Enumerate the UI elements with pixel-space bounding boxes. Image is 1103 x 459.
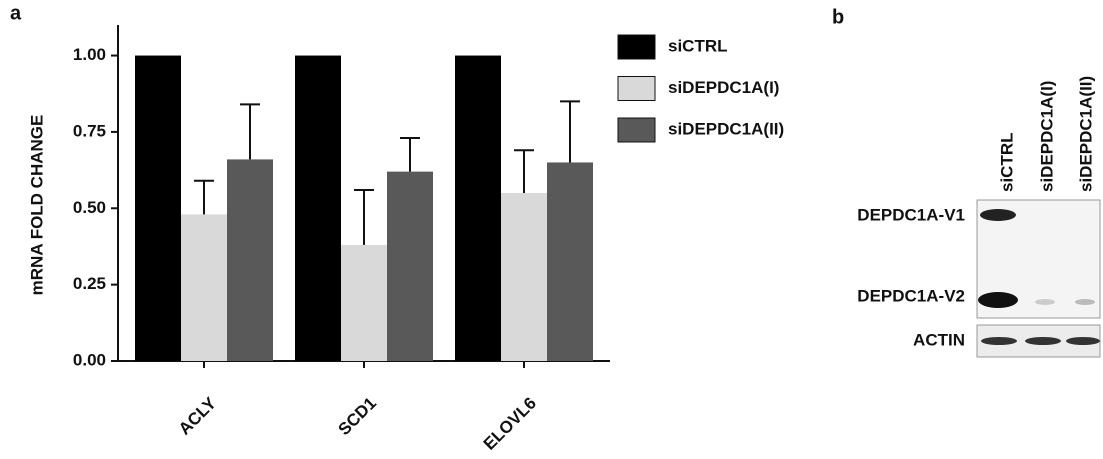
legend-label: siDEPDC1A(I) — [668, 78, 779, 97]
lane-label: siDEPDC1A(I) — [1037, 81, 1056, 192]
error-bar — [194, 181, 214, 215]
y-tick-label: 0.25 — [73, 274, 106, 293]
bar — [501, 193, 547, 361]
error-bar — [400, 138, 420, 172]
lane-label: siCTRL — [997, 133, 1016, 193]
bar — [181, 214, 227, 361]
legend-swatch — [618, 118, 655, 142]
bar — [295, 56, 341, 361]
legend-swatch — [618, 35, 655, 59]
legend-label: siCTRL — [668, 36, 728, 55]
bar — [547, 162, 593, 361]
y-axis-title: mRNA FOLD CHANGE — [27, 115, 46, 296]
band-label: DEPDC1A-V1 — [857, 205, 965, 224]
x-tick-label: SCD1 — [334, 394, 380, 440]
y-tick-label: 1.00 — [73, 45, 106, 64]
error-bar — [354, 190, 374, 245]
y-tick-label: 0.50 — [73, 198, 106, 217]
bar — [227, 159, 273, 361]
band-label: DEPDC1A-V2 — [857, 286, 965, 305]
bar — [387, 172, 433, 361]
figure: a mRNA FOLD CHANGE b siCTRL siDEPDC1A(I)… — [0, 0, 1103, 454]
x-tick-label: ACLY — [175, 393, 221, 439]
error-bar — [560, 101, 580, 162]
bar — [135, 56, 181, 361]
y-tick-label: 0.00 — [73, 350, 106, 369]
lane-label: siDEPDC1A(II) — [1076, 76, 1095, 192]
panel-label: a — [10, 2, 22, 24]
panel-label: b — [832, 6, 844, 28]
error-bar — [240, 104, 260, 159]
legend-swatch — [618, 77, 655, 101]
band-label: ACTIN — [913, 330, 965, 349]
legend-label: siDEPDC1A(II) — [668, 119, 784, 138]
bar — [341, 245, 387, 361]
bar — [455, 56, 501, 361]
error-bar — [514, 150, 534, 193]
y-tick-label: 0.75 — [73, 121, 106, 140]
blot-image — [977, 200, 1100, 357]
x-tick-label: ELOVL6 — [480, 394, 540, 454]
